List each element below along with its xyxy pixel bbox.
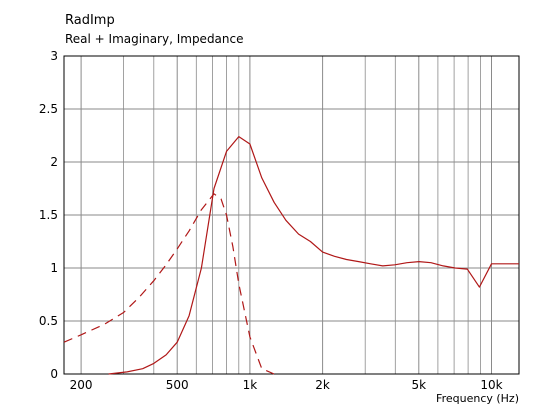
y-tick-label: 1: [50, 261, 58, 275]
chart-subtitle: Real + Imaginary, Impedance: [65, 32, 244, 46]
chart-title: RadImp: [65, 13, 115, 28]
x-tick-label: 2k: [315, 378, 330, 392]
plot-frame: [63, 55, 520, 375]
x-tick-label: 5k: [412, 378, 427, 392]
y-tick-label: 2: [50, 155, 58, 169]
x-tick-label: 10k: [480, 378, 502, 392]
x-tick-label: 200: [70, 378, 93, 392]
real-impedance-line: [108, 136, 519, 375]
x-tick-label: 500: [166, 378, 189, 392]
x-axis-label: Frequency (Hz): [436, 392, 519, 405]
x-tick-label: 1k: [243, 378, 258, 392]
y-tick-label: 0: [50, 367, 58, 381]
imaginary-impedance-line: [63, 193, 275, 375]
y-tick-label: 1.5: [39, 208, 58, 222]
y-tick-label: 0.5: [39, 314, 58, 328]
y-tick-label: 3: [50, 49, 58, 63]
y-tick-label: 2.5: [39, 102, 58, 116]
